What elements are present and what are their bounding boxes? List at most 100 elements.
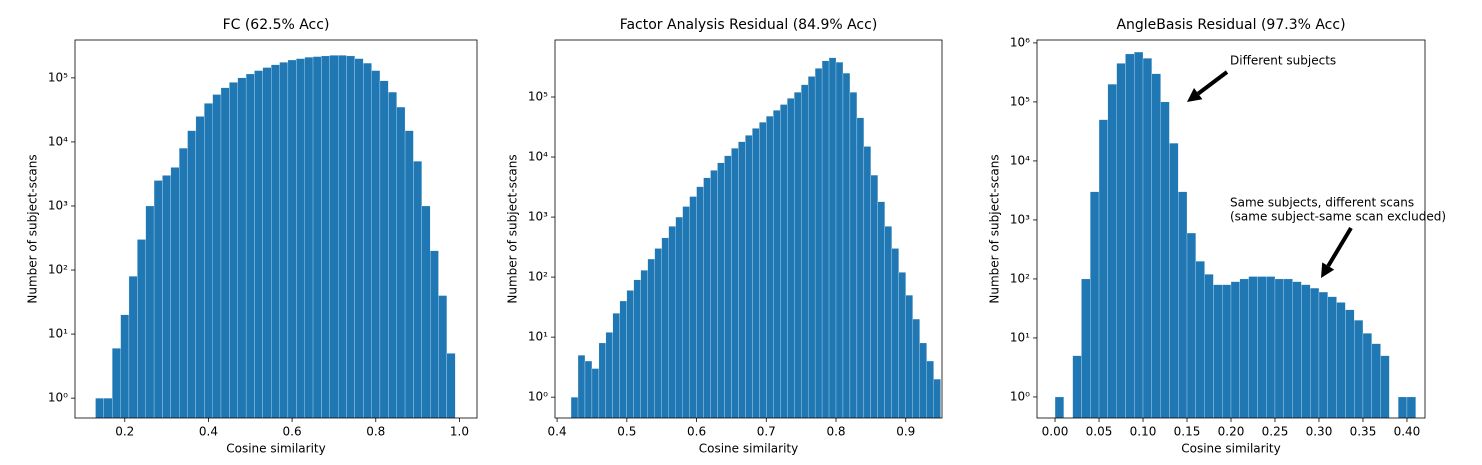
x-tick-label: 0.7 [757, 425, 776, 439]
bar [745, 135, 753, 419]
bar [346, 55, 355, 419]
bar [884, 226, 892, 419]
arrow-head [1321, 262, 1335, 278]
bar [598, 342, 607, 419]
bar [304, 57, 314, 419]
bar [828, 57, 837, 419]
bar [661, 237, 669, 419]
bar [905, 295, 913, 419]
bar [752, 128, 760, 419]
arrow-shaft [1196, 70, 1229, 96]
bar [647, 258, 655, 419]
bar [1345, 309, 1355, 419]
y-tick-label: 10¹ [48, 327, 68, 341]
bar [162, 175, 171, 419]
bar [187, 130, 197, 419]
bar [396, 106, 406, 419]
annotation: Same subjects, different scans [1230, 196, 1414, 210]
bar [262, 67, 272, 419]
y-tick-label: 10⁵ [528, 89, 548, 103]
bar [1160, 101, 1170, 419]
x-tick-label: 0.00 [1042, 425, 1069, 439]
x-tick-label: 0.4 [548, 425, 567, 439]
bar [212, 94, 222, 419]
bar [1380, 355, 1390, 419]
bar [710, 170, 718, 419]
bar [354, 58, 364, 419]
bar [220, 87, 230, 419]
bar [738, 141, 746, 419]
bar [371, 70, 381, 419]
bar [856, 117, 865, 419]
x-tick-label: 0.8 [826, 425, 845, 439]
bar [287, 59, 297, 419]
bar [1283, 278, 1293, 419]
bar [577, 355, 586, 419]
bar [312, 56, 322, 419]
bar [794, 92, 802, 419]
bar [633, 279, 641, 419]
bar [654, 248, 662, 419]
x-tick-label: 0.25 [1262, 425, 1289, 439]
y-tick-label: 10⁴ [1010, 153, 1030, 167]
y-tick-label: 10⁰ [48, 391, 68, 405]
bar [619, 300, 627, 419]
bar [1310, 287, 1320, 419]
y-axis-label: Number of subject-scans [26, 154, 40, 303]
bar [689, 196, 697, 419]
bar [379, 80, 389, 419]
bar [446, 353, 456, 419]
bar [724, 155, 732, 419]
y-tick-label: 10¹ [528, 330, 548, 344]
y-tick-label: 10⁵ [1010, 94, 1030, 108]
bar [863, 146, 872, 419]
bar [919, 342, 927, 419]
bar [1081, 278, 1091, 419]
x-axis-label: Cosine similarity [699, 442, 798, 456]
bar [1134, 51, 1144, 419]
axes-frame [554, 39, 943, 419]
bar [1072, 355, 1082, 419]
bar [1178, 191, 1188, 419]
y-tick-label: 10² [48, 263, 68, 277]
bar [801, 84, 809, 419]
bar [1098, 119, 1108, 419]
bar [145, 205, 155, 419]
bar [570, 397, 579, 419]
y-tick-label: 10³ [528, 210, 548, 224]
histogram-panel: 0.00 0.05 0.10 0.15 0.20 0.25 0.30 0.35 0.40 10⁰ 1… [988, 17, 1447, 456]
x-tick-label: 0.30 [1306, 425, 1333, 439]
chart-title: AngleBasis Residual (97.3% Acc) [1116, 17, 1345, 33]
x-tick-label: 0.6 [283, 425, 302, 439]
bar [626, 290, 634, 419]
bar [807, 76, 816, 419]
x-tick-label: 0.5 [617, 425, 636, 439]
bar [849, 92, 858, 419]
histogram-panel: 0.2 0.4 0.6 0.8 1.0 10⁰ 10¹ 10² 10³ 10⁴ 10⁵ FC (62.… [26, 17, 478, 456]
bar [1186, 232, 1196, 419]
annotation: (same subject-same scan excluded) [1230, 210, 1446, 224]
bar [1354, 320, 1364, 419]
y-tick-label: 10² [528, 270, 548, 284]
bar [1398, 396, 1408, 419]
histogram-panel: 0.4 0.5 0.6 0.7 0.8 0.9 10⁰ 10¹ 10² 10³ 10⁴ 10⁵ Fact… [506, 17, 943, 456]
bar [780, 104, 788, 419]
bar [605, 332, 614, 419]
y-axis-label: Number of subject-scans [988, 154, 1002, 303]
bar [1090, 191, 1100, 419]
bar [675, 216, 683, 419]
bar [128, 276, 138, 419]
chart-title: FC (62.5% Acc) [223, 17, 330, 33]
bar [170, 167, 180, 419]
x-tick-label: 0.15 [1174, 425, 1201, 439]
bar [413, 161, 422, 419]
bar [195, 116, 205, 419]
chart-title: Factor Analysis Residual (84.9% Acc) [620, 17, 878, 33]
bar [1292, 281, 1302, 419]
y-tick-label: 10⁵ [48, 70, 68, 84]
bar [103, 398, 113, 419]
bar [337, 55, 347, 419]
bar [912, 318, 920, 419]
y-tick-label: 10³ [48, 198, 68, 212]
bar [1318, 291, 1328, 419]
